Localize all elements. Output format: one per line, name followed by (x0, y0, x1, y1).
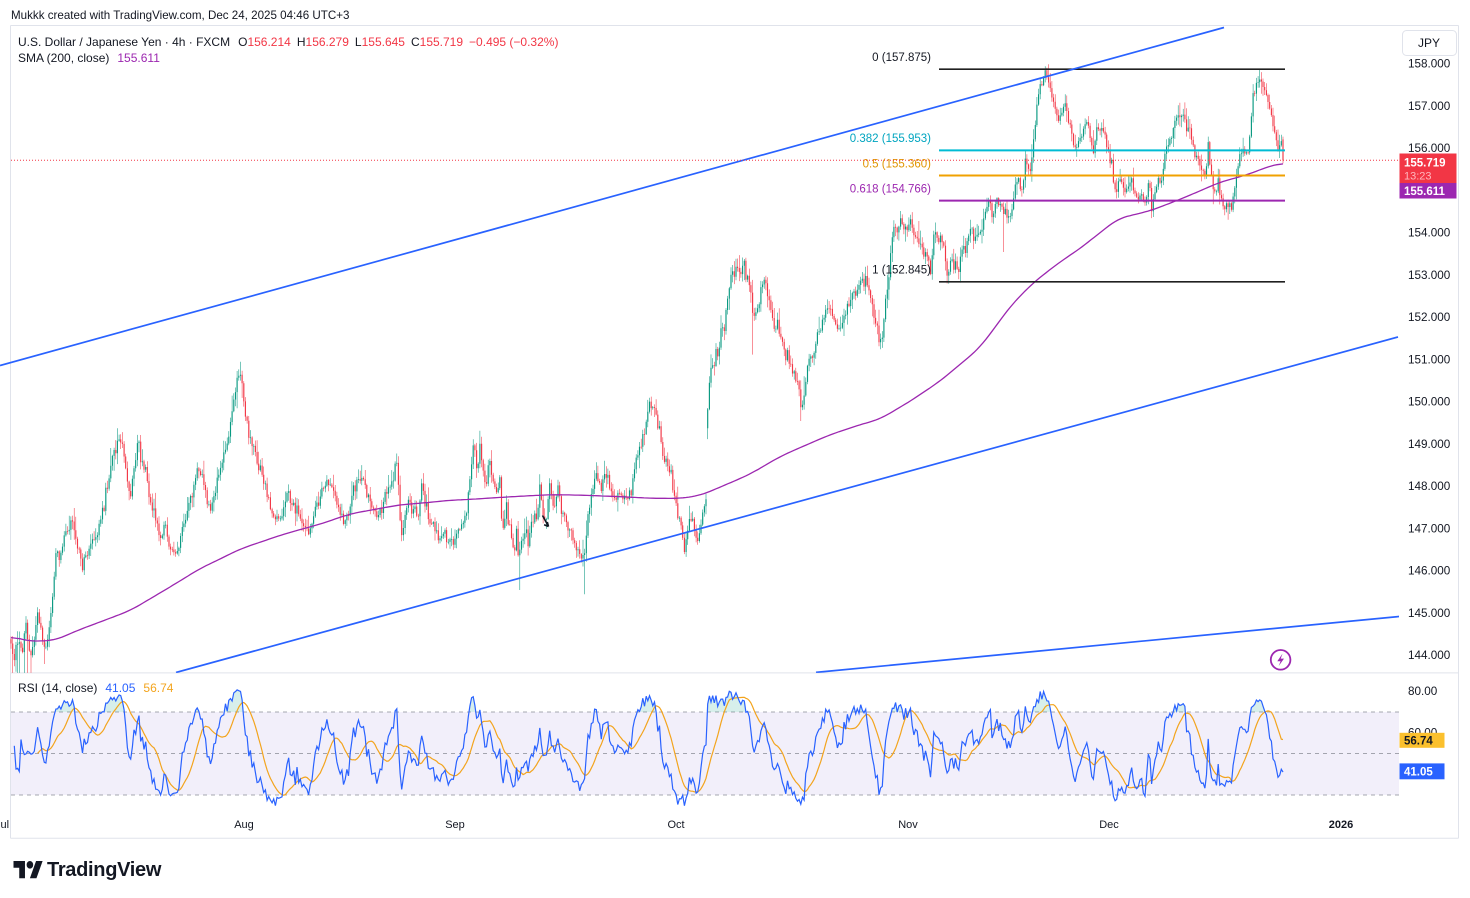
svg-text:JPY: JPY (1418, 36, 1440, 50)
svg-text:80.00: 80.00 (1408, 685, 1438, 698)
svg-text:Nov: Nov (898, 819, 918, 831)
svg-text:Jul: Jul (0, 819, 9, 831)
svg-text:155.719: 155.719 (1404, 158, 1446, 170)
svg-text:56.74: 56.74 (1404, 735, 1433, 747)
svg-text:41.05: 41.05 (1404, 767, 1433, 779)
svg-text:147.000: 147.000 (1408, 523, 1451, 536)
svg-text:145.000: 145.000 (1408, 607, 1451, 620)
svg-text:SMA (200, close)155.611: SMA (200, close) 155.611 (18, 51, 160, 65)
svg-text:0.382 (155.953): 0.382 (155.953) (850, 133, 931, 145)
svg-text:150.000: 150.000 (1408, 396, 1451, 409)
svg-text:13:23: 13:23 (1404, 171, 1432, 183)
svg-text:152.000: 152.000 (1408, 311, 1451, 324)
svg-text:154.000: 154.000 (1408, 227, 1451, 240)
svg-text:Mukkk created with TradingView: Mukkk created with TradingView.com, Dec … (11, 9, 349, 22)
svg-text:153.000: 153.000 (1408, 269, 1451, 282)
svg-text:Aug: Aug (234, 819, 254, 831)
svg-text:149.000: 149.000 (1408, 438, 1451, 451)
svg-text:151.000: 151.000 (1408, 353, 1451, 366)
svg-text:158.000: 158.000 (1408, 58, 1451, 71)
svg-text:TradingView: TradingView (47, 859, 162, 881)
svg-text:148.000: 148.000 (1408, 480, 1451, 493)
svg-text:U.S. Dollar / Japanese Yen · 4: U.S. Dollar / Japanese Yen · 4h · FXCM O1… (18, 35, 558, 49)
svg-text:Oct: Oct (667, 819, 684, 831)
svg-text:146.000: 146.000 (1408, 565, 1451, 578)
svg-text:Dec: Dec (1099, 819, 1119, 831)
svg-text:Sep: Sep (445, 819, 465, 831)
svg-text:0.5 (155.360): 0.5 (155.360) (863, 158, 932, 170)
svg-text:0 (157.875): 0 (157.875) (872, 52, 931, 64)
svg-text:0.618 (154.766): 0.618 (154.766) (850, 183, 931, 195)
svg-text:156.000: 156.000 (1408, 142, 1451, 155)
svg-text:144.000: 144.000 (1408, 649, 1451, 662)
svg-text:157.000: 157.000 (1408, 100, 1451, 113)
svg-text:155.611: 155.611 (1404, 186, 1446, 198)
svg-text:1 (152.845): 1 (152.845) (872, 265, 931, 277)
svg-text:2026: 2026 (1329, 819, 1353, 831)
